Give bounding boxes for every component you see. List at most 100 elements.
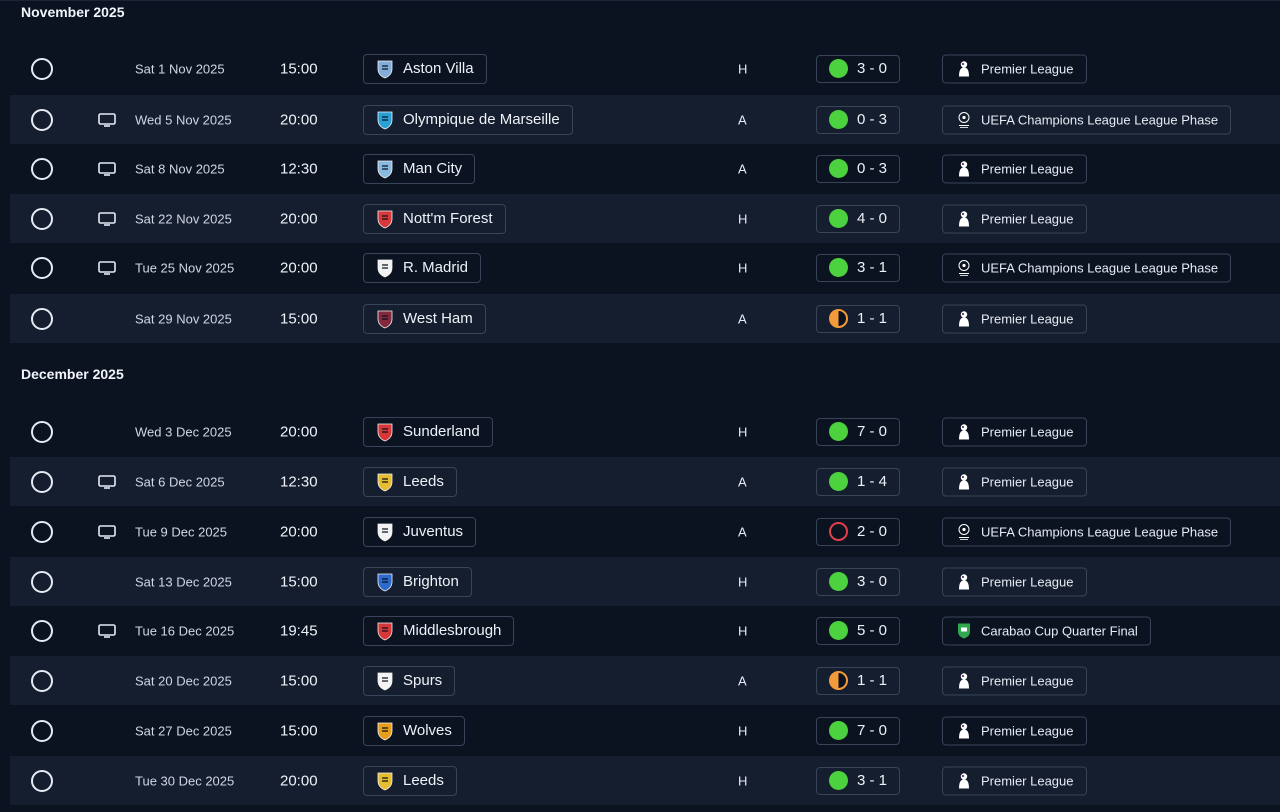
opponent-button[interactable]: Brighton bbox=[363, 566, 472, 597]
opponent-button[interactable]: Aston Villa bbox=[363, 53, 487, 84]
opponent-button[interactable]: Sunderland bbox=[363, 416, 493, 447]
opponent-button[interactable]: Nott'm Forest bbox=[363, 203, 506, 234]
opponent-name: Sunderland bbox=[403, 423, 480, 440]
result-button[interactable]: 1 - 4 bbox=[816, 467, 901, 496]
opponent-button[interactable]: Leeds bbox=[363, 466, 457, 497]
opponent-button[interactable]: Spurs bbox=[363, 665, 456, 696]
competition-button[interactable]: Premier League bbox=[942, 716, 1087, 745]
competition-button[interactable]: Premier League bbox=[942, 467, 1087, 496]
opponent-button[interactable]: Leeds bbox=[363, 765, 457, 796]
opponent-button[interactable]: Juventus bbox=[363, 516, 477, 547]
venue-indicator: H bbox=[738, 723, 748, 738]
carabao-cup-icon bbox=[955, 622, 973, 640]
fixture-row[interactable]: Sat 20 Dec 2025 15:00 Spurs A 1 - 1 Premier L… bbox=[10, 656, 1280, 705]
result-button[interactable]: 0 - 3 bbox=[816, 154, 901, 183]
competition-name: Carabao Cup Quarter Final bbox=[981, 623, 1138, 638]
select-radio[interactable] bbox=[31, 157, 53, 180]
competition-button[interactable]: Premier League bbox=[942, 417, 1087, 446]
result-button[interactable]: 1 - 1 bbox=[816, 304, 901, 333]
result-button[interactable]: 3 - 0 bbox=[816, 54, 901, 83]
competition-button[interactable]: Premier League bbox=[942, 204, 1087, 233]
venue-indicator: A bbox=[738, 161, 747, 176]
fixture-row[interactable]: Wed 3 Dec 2025 20:00 Sunderland H 7 - 0 Premi… bbox=[10, 407, 1280, 456]
opponent-button[interactable]: R. Madrid bbox=[363, 252, 482, 283]
result-button[interactable]: 2 - 0 bbox=[816, 517, 901, 546]
kickoff-time: 19:45 bbox=[280, 622, 318, 639]
opponent-button[interactable]: Man City bbox=[363, 153, 476, 184]
select-radio[interactable] bbox=[31, 719, 53, 742]
select-radio[interactable] bbox=[31, 108, 53, 131]
opponent-button[interactable]: West Ham bbox=[363, 303, 486, 334]
fixture-row[interactable]: Tue 16 Dec 2025 19:45 Middlesbrough H 5 - 0 C… bbox=[10, 606, 1280, 655]
kickoff-time: 20:00 bbox=[280, 259, 318, 276]
result-button[interactable]: 4 - 0 bbox=[816, 204, 901, 233]
result-loss-icon bbox=[829, 522, 848, 541]
fixture-row[interactable]: Tue 25 Nov 2025 20:00 R. Madrid H 3 - 1 UEFA … bbox=[10, 243, 1280, 292]
premier-league-icon bbox=[955, 210, 973, 228]
select-radio[interactable] bbox=[31, 420, 53, 443]
opponent-button[interactable]: Middlesbrough bbox=[363, 615, 515, 646]
fixture-row[interactable]: Sat 1 Nov 2025 15:00 Aston Villa H 3 - 0 Prem… bbox=[10, 44, 1280, 93]
competition-button[interactable]: Premier League bbox=[942, 567, 1087, 596]
result-button[interactable]: 0 - 3 bbox=[816, 105, 901, 134]
fixture-row[interactable]: Sat 6 Dec 2025 12:30 Leeds A 1 - 4 Premier Le… bbox=[10, 457, 1280, 506]
aston-villa-crest-icon bbox=[375, 59, 395, 79]
competition-button[interactable]: Premier League bbox=[942, 766, 1087, 795]
result-button[interactable]: 3 - 1 bbox=[816, 766, 901, 795]
tv-icon bbox=[98, 161, 116, 176]
opponent-name: Leeds bbox=[403, 473, 444, 490]
kickoff-time: 15:00 bbox=[280, 722, 318, 739]
fixture-row[interactable]: Tue 9 Dec 2025 20:00 Juventus A 2 - 0 UEFA Ch… bbox=[10, 507, 1280, 556]
competition-button[interactable]: Premier League bbox=[942, 154, 1087, 183]
select-radio[interactable] bbox=[31, 669, 53, 692]
opponent-name: Spurs bbox=[403, 672, 443, 689]
select-radio[interactable] bbox=[31, 570, 53, 593]
competition-button[interactable]: Premier League bbox=[942, 666, 1087, 695]
select-radio[interactable] bbox=[31, 307, 53, 330]
result-button[interactable]: 7 - 0 bbox=[816, 417, 901, 446]
select-radio[interactable] bbox=[31, 520, 53, 543]
select-radio[interactable] bbox=[31, 256, 53, 279]
fixture-row[interactable]: Sat 8 Nov 2025 12:30 Man City A 0 - 3 Premier… bbox=[10, 144, 1280, 193]
kickoff-time: 15:00 bbox=[280, 310, 318, 327]
select-radio[interactable] bbox=[31, 769, 53, 792]
select-radio[interactable] bbox=[31, 57, 53, 80]
venue-indicator: A bbox=[738, 474, 747, 489]
score: 5 - 0 bbox=[857, 622, 888, 639]
champions-league-icon bbox=[955, 523, 973, 541]
competition-button[interactable]: UEFA Champions League League Phase bbox=[942, 517, 1232, 546]
fixture-date: Sat 20 Dec 2025 bbox=[135, 673, 232, 688]
opponent-button[interactable]: Olympique de Marseille bbox=[363, 104, 573, 135]
competition-button[interactable]: Premier League bbox=[942, 304, 1087, 333]
fixture-row[interactable]: Wed 5 Nov 2025 20:00 Olympique de Marseill… bbox=[10, 95, 1280, 144]
competition-button[interactable]: UEFA Champions League League Phase bbox=[942, 253, 1232, 282]
man-city-crest-icon bbox=[375, 159, 395, 179]
kickoff-time: 15:00 bbox=[280, 573, 318, 590]
result-button[interactable]: 3 - 0 bbox=[816, 567, 901, 596]
competition-button[interactable]: Carabao Cup Quarter Final bbox=[942, 616, 1151, 645]
result-button[interactable]: 1 - 1 bbox=[816, 666, 901, 695]
select-radio[interactable] bbox=[31, 619, 53, 642]
competition-button[interactable]: UEFA Champions League League Phase bbox=[942, 105, 1232, 134]
premier-league-icon bbox=[955, 60, 973, 78]
forest-crest-icon bbox=[375, 209, 395, 229]
fixture-row[interactable]: Sat 27 Dec 2025 15:00 Wolves H 7 - 0 Premier … bbox=[10, 706, 1280, 755]
select-radio[interactable] bbox=[31, 470, 53, 493]
fixture-row[interactable]: Sat 13 Dec 2025 15:00 Brighton H 3 - 0 Premie… bbox=[10, 557, 1280, 606]
premier-league-icon bbox=[955, 772, 973, 790]
spurs-crest-icon bbox=[375, 671, 395, 691]
result-button[interactable]: 7 - 0 bbox=[816, 716, 901, 745]
result-button[interactable]: 5 - 0 bbox=[816, 616, 901, 645]
result-win-icon bbox=[829, 159, 848, 178]
fixture-row[interactable]: Sat 29 Nov 2025 15:00 West Ham A 1 - 1 Premie… bbox=[10, 294, 1280, 343]
opponent-button[interactable]: Wolves bbox=[363, 715, 465, 746]
fixture-row[interactable]: Sat 22 Nov 2025 20:00 Nott'm Forest H 4 - 0 P… bbox=[10, 194, 1280, 243]
competition-button[interactable]: Premier League bbox=[942, 54, 1087, 83]
result-win-icon bbox=[829, 209, 848, 228]
fixture-date: Sat 27 Dec 2025 bbox=[135, 723, 232, 738]
fixture-row[interactable]: Tue 30 Dec 2025 20:00 Leeds H 3 - 1 Premier L… bbox=[10, 756, 1280, 805]
competition-name: Premier League bbox=[981, 723, 1074, 738]
result-button[interactable]: 3 - 1 bbox=[816, 253, 901, 282]
tv-icon bbox=[98, 623, 116, 638]
select-radio[interactable] bbox=[31, 207, 53, 230]
